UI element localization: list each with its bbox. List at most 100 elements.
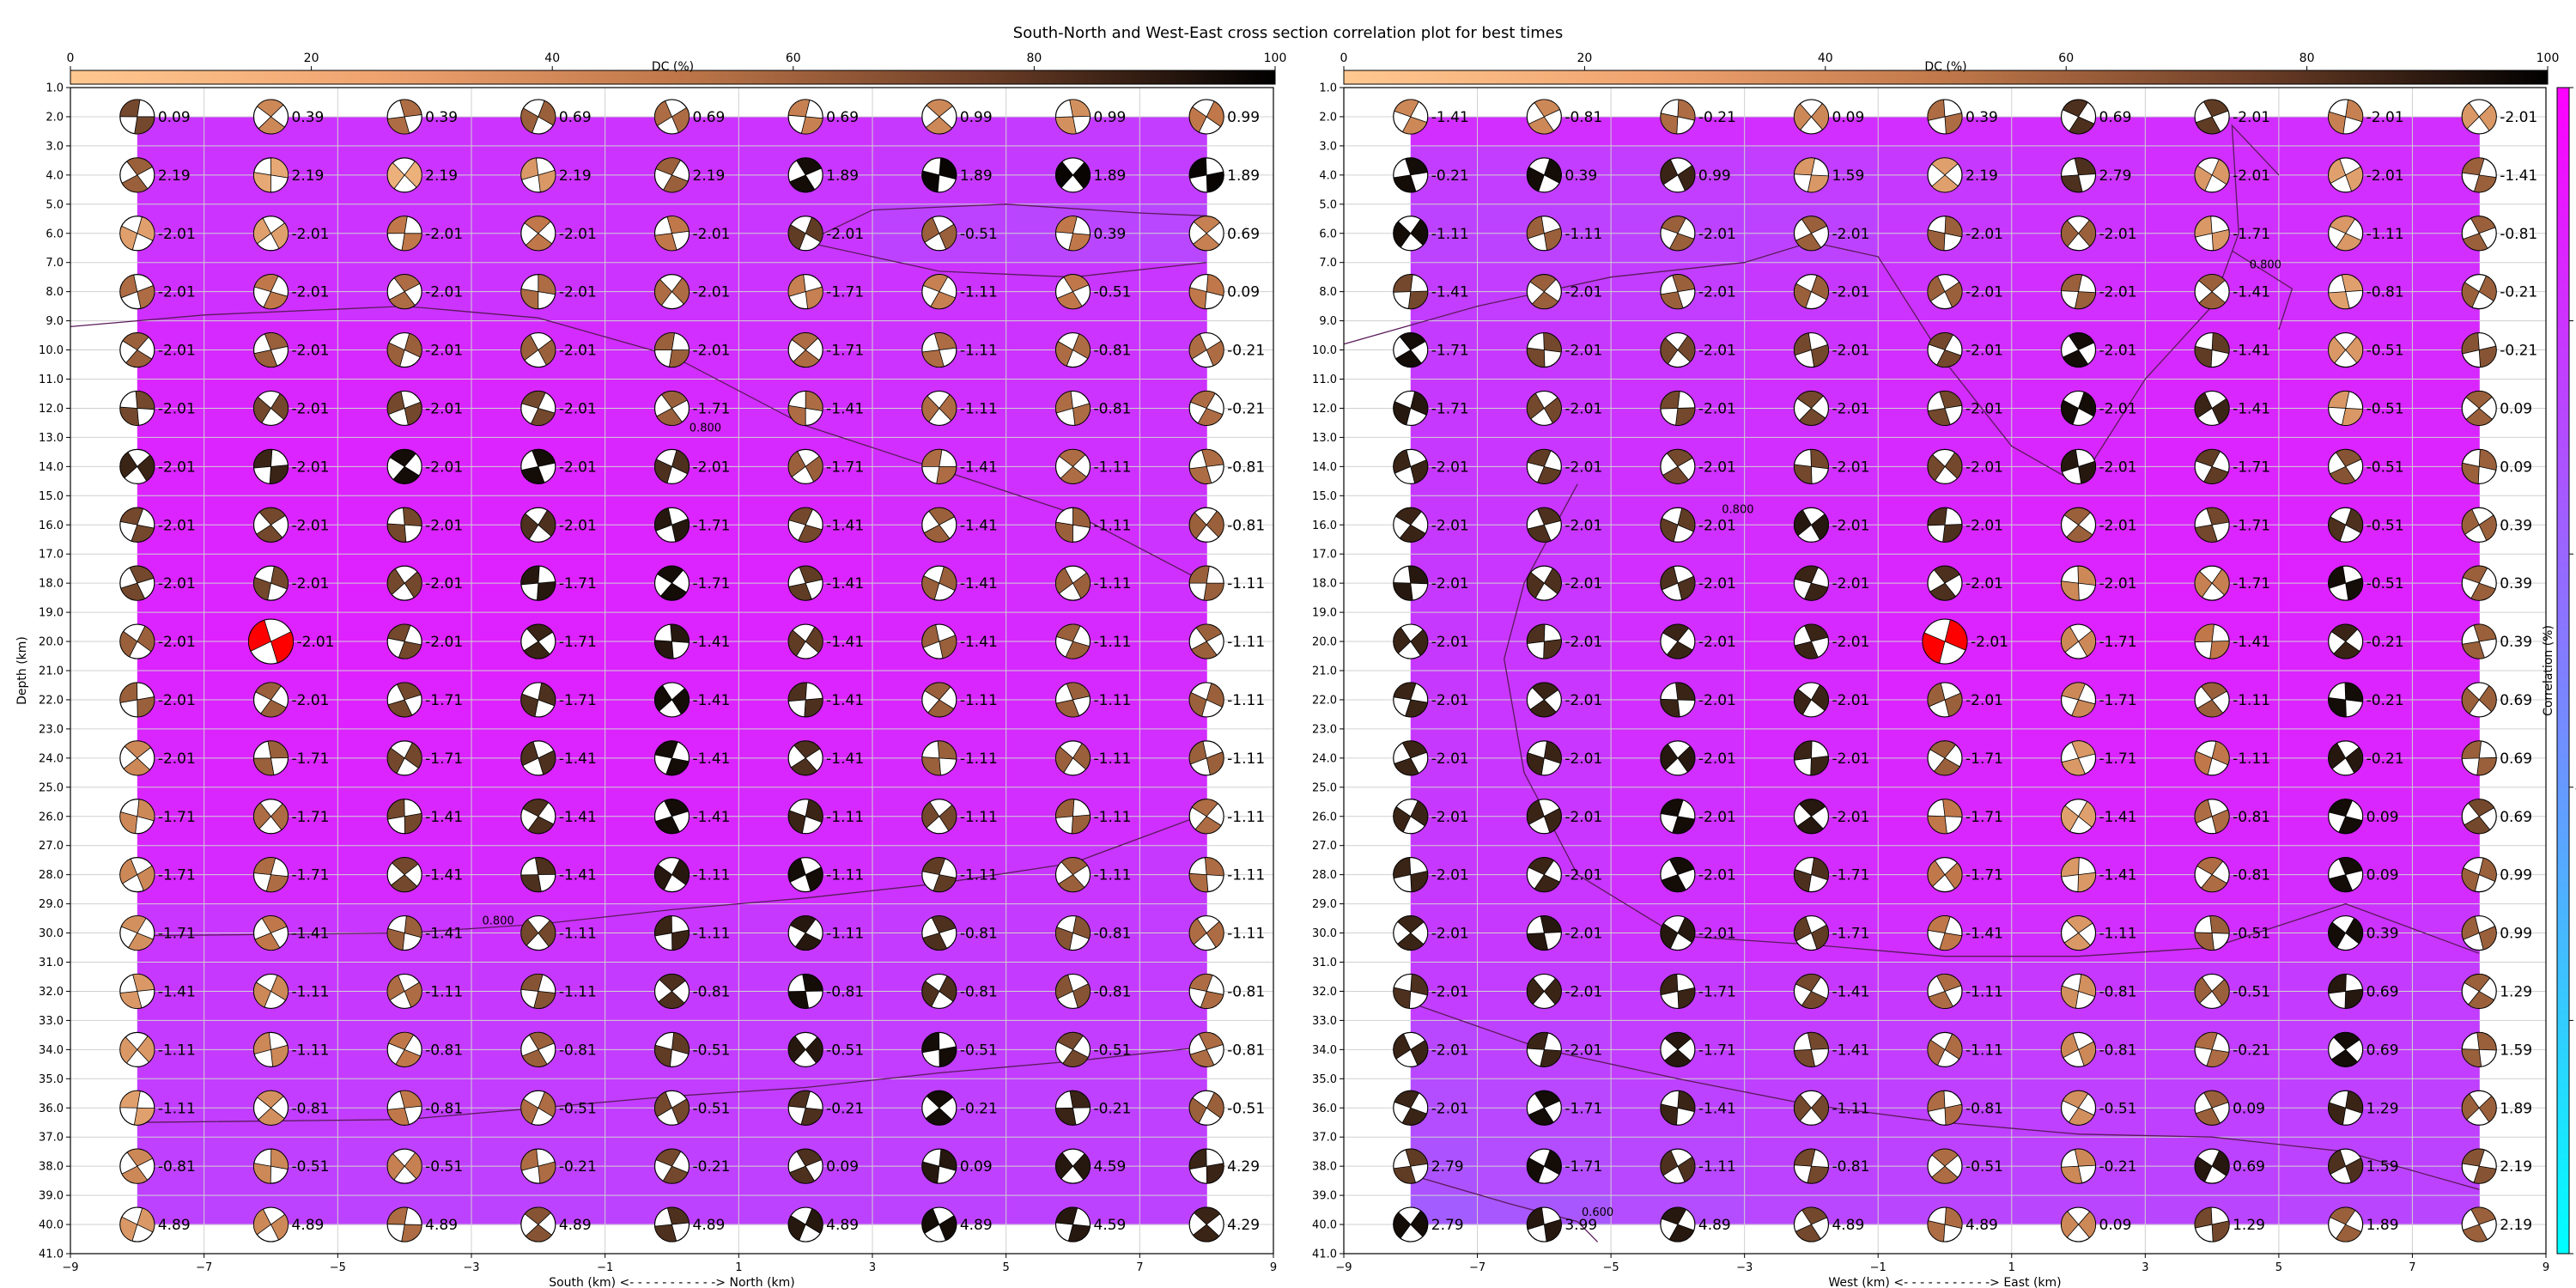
we-beachball-quadrant xyxy=(2194,799,2213,824)
we-time-label: -2.01 xyxy=(1564,400,1602,417)
we-beachball-quadrant xyxy=(2345,746,2364,774)
sn-beachball-quadrant xyxy=(270,803,289,831)
sn-beachball-quadrant xyxy=(253,576,271,601)
we-beachball-quadrant xyxy=(1662,623,1690,642)
we-beachball xyxy=(2461,799,2497,835)
we-y-tick-label: 22.0 xyxy=(1312,694,1337,707)
sn-beachball-quadrant xyxy=(530,407,556,426)
sn-beachball-quadrant xyxy=(253,274,279,293)
we-time-label: 1.89 xyxy=(2366,1217,2399,1234)
sn-time-label: -0.81 xyxy=(693,983,731,1000)
we-beachball-quadrant xyxy=(1796,391,1824,409)
we-beachball-quadrant xyxy=(1939,933,1963,951)
sn-beachball-quadrant xyxy=(1188,918,1207,945)
sn-beachball-quadrant xyxy=(1194,816,1222,835)
sn-beachball-quadrant xyxy=(1200,990,1224,1009)
we-beachball-quadrant xyxy=(2333,641,2360,659)
sn-beachball xyxy=(520,973,556,1010)
we-beachball-quadrant xyxy=(1677,575,1696,601)
sn-beachball xyxy=(1054,623,1091,659)
we-beachball xyxy=(2328,1090,2364,1126)
we-beachball xyxy=(2461,216,2497,252)
sn-beachball-quadrant xyxy=(404,981,422,1008)
we-time-label: 0.69 xyxy=(2500,750,2532,768)
sn-beachball-quadrant xyxy=(805,1036,823,1064)
sn-beachball-quadrant xyxy=(137,865,155,891)
sn-beachball xyxy=(119,507,155,543)
we-time-label: -2.01 xyxy=(1431,809,1469,826)
sn-time-label: -2.01 xyxy=(158,517,196,534)
we-time-label: -1.41 xyxy=(2099,867,2137,884)
we-time-label: -0.81 xyxy=(2500,226,2537,243)
we-time-label: -2.01 xyxy=(1431,575,1469,592)
we-beachball-quadrant xyxy=(1794,103,1812,131)
sn-beachball xyxy=(653,274,690,310)
sn-beachball-quadrant xyxy=(1068,233,1091,252)
we-time-label: 0.09 xyxy=(2500,459,2532,476)
we-beachball-quadrant xyxy=(1795,1224,1821,1242)
sn-beachball xyxy=(386,507,422,543)
sn-beachball-quadrant xyxy=(931,915,957,934)
we-beachball xyxy=(1393,857,1429,893)
we-beachball xyxy=(2461,623,2497,659)
sn-time-label: -1.11 xyxy=(960,284,998,301)
we-beachball-quadrant xyxy=(1927,453,1946,482)
sn-beachball-quadrant xyxy=(119,991,143,1009)
we-beachball xyxy=(2461,99,2497,135)
we-beachball-quadrant xyxy=(2461,740,2482,759)
we-time-label: 1.89 xyxy=(2500,1100,2532,1117)
we-beachball-quadrant xyxy=(2074,1148,2096,1167)
sn-time-label: -2.01 xyxy=(693,226,731,243)
we-beachball-quadrant xyxy=(1807,174,1829,193)
we-time-label: -1.71 xyxy=(1431,400,1469,417)
we-beachball-quadrant xyxy=(1410,391,1429,416)
sn-beachball xyxy=(520,99,556,135)
we-beachball-quadrant xyxy=(1662,465,1690,484)
sn-beachball xyxy=(386,216,422,252)
we-time-label: -1.71 xyxy=(1564,1158,1602,1176)
sn-time-label: -0.81 xyxy=(1227,983,1265,1000)
we-beachball xyxy=(1526,623,1562,659)
sn-beachball-quadrant xyxy=(388,291,416,310)
sn-beachball xyxy=(1188,1031,1224,1067)
sn-beachball xyxy=(921,914,957,951)
we-y-tick-label: 35.0 xyxy=(1312,1073,1337,1086)
we-beachball xyxy=(2328,565,2364,601)
sn-beachball-quadrant xyxy=(538,682,556,707)
we-time-label: -2.01 xyxy=(1698,517,1736,534)
sn-beachball xyxy=(386,857,422,893)
sn-best-solution-beachball xyxy=(247,618,295,665)
we-time-label: -1.41 xyxy=(1832,1042,1869,1059)
sn-y-axis: 1.02.03.04.05.06.07.08.09.010.011.012.01… xyxy=(39,82,70,1261)
we-beachball-quadrant xyxy=(2211,398,2230,425)
sn-y-tick-label: 37.0 xyxy=(39,1132,64,1145)
we-contour-label: 0.600 xyxy=(1582,1206,1613,1219)
we-beachball-quadrant xyxy=(1393,1033,1412,1060)
we-beachball-quadrant xyxy=(2478,685,2497,713)
sn-time-label: 0.09 xyxy=(826,1158,859,1176)
sn-time-label: -2.01 xyxy=(292,692,330,709)
we-y-tick-label: 13.0 xyxy=(1312,432,1337,445)
sn-beachball-quadrant xyxy=(664,799,690,817)
sn-beachball-quadrant xyxy=(787,810,806,834)
we-beachball xyxy=(2328,914,2364,951)
we-beachball-quadrant xyxy=(1944,862,1963,890)
we-beachball-quadrant xyxy=(1794,740,1813,761)
sn-beachball-quadrant xyxy=(933,332,957,350)
sn-beachball-quadrant xyxy=(1203,582,1224,601)
sn-beachball-quadrant xyxy=(270,566,289,590)
sn-beachball-quadrant xyxy=(1206,100,1224,127)
sn-beachball-quadrant xyxy=(1062,1048,1089,1067)
we-beachball-quadrant xyxy=(2338,816,2363,835)
sn-time-label: -1.11 xyxy=(960,343,998,360)
sn-beachball-quadrant xyxy=(260,699,287,718)
we-x-tick-label: −9 xyxy=(1335,1261,1352,1274)
we-beachball-quadrant xyxy=(1944,1033,1963,1060)
we-beachball xyxy=(2328,507,2364,543)
we-beachball xyxy=(2060,682,2097,718)
sn-beachball-quadrant xyxy=(270,392,289,421)
sn-beachball xyxy=(1054,1090,1091,1126)
we-beachball-quadrant xyxy=(2345,1091,2364,1114)
west-east-panel: 1.02.03.04.05.06.07.08.09.010.011.012.01… xyxy=(1312,82,2549,1288)
sn-beachball-quadrant xyxy=(386,391,405,416)
